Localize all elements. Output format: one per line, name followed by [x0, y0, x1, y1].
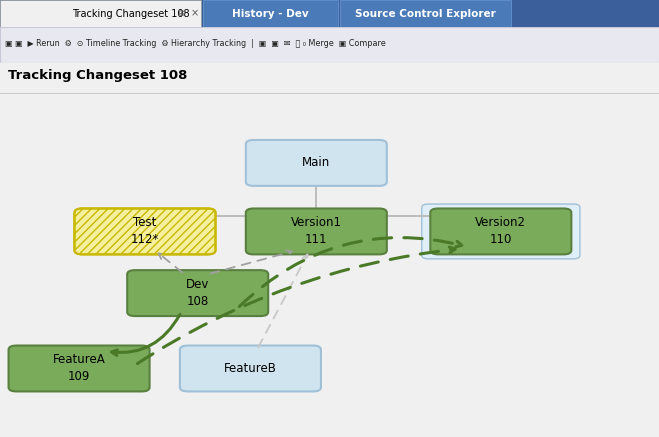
- Text: FeatureA
109: FeatureA 109: [53, 354, 105, 384]
- Text: ×: ×: [190, 9, 198, 18]
- FancyBboxPatch shape: [340, 0, 511, 27]
- Text: Test
112*: Test 112*: [130, 216, 159, 246]
- FancyBboxPatch shape: [9, 346, 150, 392]
- Text: ▣ ▣  ▶ Rerun  ⚙  ⊙ Timeline Tracking  ⚙ Hierarchy Tracking  |  ▣  ▣  ✉  🔧 ₀ Merg: ▣ ▣ ▶ Rerun ⚙ ⊙ Timeline Tracking ⚙ Hier…: [5, 39, 386, 48]
- FancyBboxPatch shape: [0, 0, 659, 27]
- Text: Source Control Explorer: Source Control Explorer: [355, 9, 496, 18]
- Text: Version1
111: Version1 111: [291, 216, 342, 246]
- FancyBboxPatch shape: [203, 0, 338, 27]
- FancyBboxPatch shape: [0, 0, 201, 27]
- FancyBboxPatch shape: [430, 208, 571, 254]
- Text: Main: Main: [302, 156, 330, 170]
- FancyBboxPatch shape: [422, 204, 580, 259]
- FancyBboxPatch shape: [246, 208, 387, 254]
- Text: Dev
108: Dev 108: [186, 278, 210, 308]
- FancyBboxPatch shape: [74, 208, 215, 254]
- FancyBboxPatch shape: [0, 27, 659, 63]
- Text: ⊕: ⊕: [177, 9, 185, 18]
- FancyBboxPatch shape: [127, 270, 268, 316]
- FancyBboxPatch shape: [246, 140, 387, 186]
- Text: FeatureB: FeatureB: [224, 362, 277, 375]
- Text: History - Dev: History - Dev: [232, 9, 308, 18]
- Text: Tracking Changeset 108: Tracking Changeset 108: [8, 69, 187, 82]
- FancyBboxPatch shape: [180, 346, 321, 392]
- Text: Tracking Changeset 108: Tracking Changeset 108: [72, 9, 190, 18]
- Text: Version2
110: Version2 110: [475, 216, 527, 246]
